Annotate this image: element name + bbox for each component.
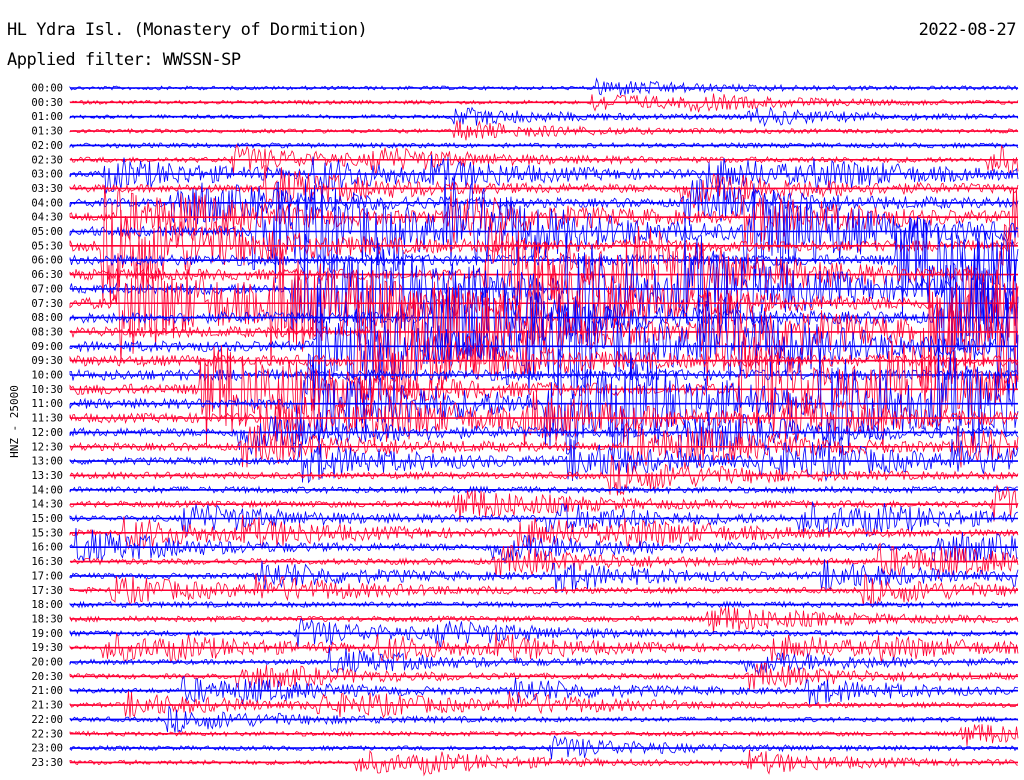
trace-time-label: 16:30 bbox=[31, 556, 63, 568]
trace-time-label: 15:30 bbox=[31, 527, 63, 539]
seismic-trace bbox=[69, 675, 1019, 706]
seismic-trace bbox=[69, 454, 1019, 496]
seismic-trace bbox=[69, 735, 1019, 760]
seismic-trace bbox=[69, 514, 1019, 551]
trace-time-label: 03:00 bbox=[31, 169, 63, 181]
trace-time-label: 10:00 bbox=[31, 370, 63, 382]
trace-time-label: 18:30 bbox=[31, 613, 63, 625]
trace-time-label: 08:30 bbox=[31, 326, 63, 338]
trace-time-label: 01:00 bbox=[31, 111, 63, 123]
trace-time-label: 15:00 bbox=[31, 513, 63, 525]
trace-time-label: 13:00 bbox=[31, 456, 63, 468]
trace-time-label: 22:30 bbox=[31, 728, 63, 740]
seismic-trace bbox=[69, 185, 1019, 306]
trace-time-label: 04:30 bbox=[31, 212, 63, 224]
trace-time-label: 05:00 bbox=[31, 226, 63, 238]
seismic-trace bbox=[69, 165, 1019, 209]
trace-time-label: 20:30 bbox=[31, 671, 63, 683]
seismic-trace bbox=[69, 154, 1019, 194]
seismic-trace bbox=[69, 300, 1019, 421]
filter-label: Applied filter: WWSSN-SP bbox=[7, 50, 241, 70]
trace-time-label: 16:00 bbox=[31, 542, 63, 554]
trace-time-label: 19:00 bbox=[31, 628, 63, 640]
trace-time-label: 06:00 bbox=[31, 255, 63, 267]
trace-time-label: 00:00 bbox=[31, 83, 63, 95]
trace-time-label: 23:30 bbox=[31, 757, 63, 769]
trace-time-label: 03:30 bbox=[31, 183, 63, 195]
trace-time-label: 14:00 bbox=[31, 484, 63, 496]
trace-time-label: 06:30 bbox=[31, 269, 63, 281]
trace-time-label: 04:00 bbox=[31, 197, 63, 209]
seismic-trace bbox=[69, 647, 1019, 676]
trace-time-label: 02:30 bbox=[31, 154, 63, 166]
trace-time-label: 23:00 bbox=[31, 743, 63, 755]
trace-time-label: 02:00 bbox=[31, 140, 63, 152]
seismic-trace bbox=[69, 500, 1019, 537]
trace-time-label: 17:00 bbox=[31, 570, 63, 582]
seismic-trace bbox=[69, 484, 1019, 523]
trace-time-label: 11:00 bbox=[31, 398, 63, 410]
trace-time-label: 20:00 bbox=[31, 657, 63, 669]
seismic-trace bbox=[69, 242, 1019, 366]
trace-time-label: 09:00 bbox=[31, 341, 63, 353]
trace-time-label: 21:00 bbox=[31, 685, 63, 697]
trace-time-label: 08:00 bbox=[31, 312, 63, 324]
trace-time-label: 11:30 bbox=[31, 413, 63, 425]
trace-time-label: 10:30 bbox=[31, 384, 63, 396]
trace-time-label: 07:30 bbox=[31, 298, 63, 310]
trace-time-label: 13:30 bbox=[31, 470, 63, 482]
seismic-trace bbox=[69, 261, 1019, 372]
station-title: HL Ydra Isl. (Monastery of Dormition) bbox=[7, 20, 368, 40]
seismic-trace bbox=[69, 187, 1019, 247]
trace-time-label: 07:00 bbox=[31, 283, 63, 295]
trace-time-label: 17:30 bbox=[31, 585, 63, 597]
trace-time-label: 00:30 bbox=[31, 97, 63, 109]
seismic-trace bbox=[69, 284, 1019, 403]
date-label: 2022-08-27 bbox=[918, 20, 1017, 40]
seismic-trace bbox=[69, 389, 1019, 448]
trace-time-label: 09:30 bbox=[31, 355, 63, 367]
trace-time-label: 22:00 bbox=[31, 714, 63, 726]
trace-time-label: 05:30 bbox=[31, 240, 63, 252]
seismic-trace bbox=[69, 662, 1019, 690]
trace-time-label: 12:00 bbox=[31, 427, 63, 439]
seismic-trace bbox=[69, 330, 1019, 450]
seismic-trace bbox=[69, 77, 1019, 96]
trace-time-label: 18:00 bbox=[31, 599, 63, 611]
seismic-trace bbox=[69, 215, 1019, 336]
trace-time-label: 19:30 bbox=[31, 642, 63, 654]
trace-time-label: 01:30 bbox=[31, 126, 63, 138]
trace-time-label: 14:30 bbox=[31, 499, 63, 511]
trace-time-label: 21:30 bbox=[31, 700, 63, 712]
seismic-trace bbox=[69, 606, 1019, 635]
trace-time-label: 12:30 bbox=[31, 441, 63, 453]
